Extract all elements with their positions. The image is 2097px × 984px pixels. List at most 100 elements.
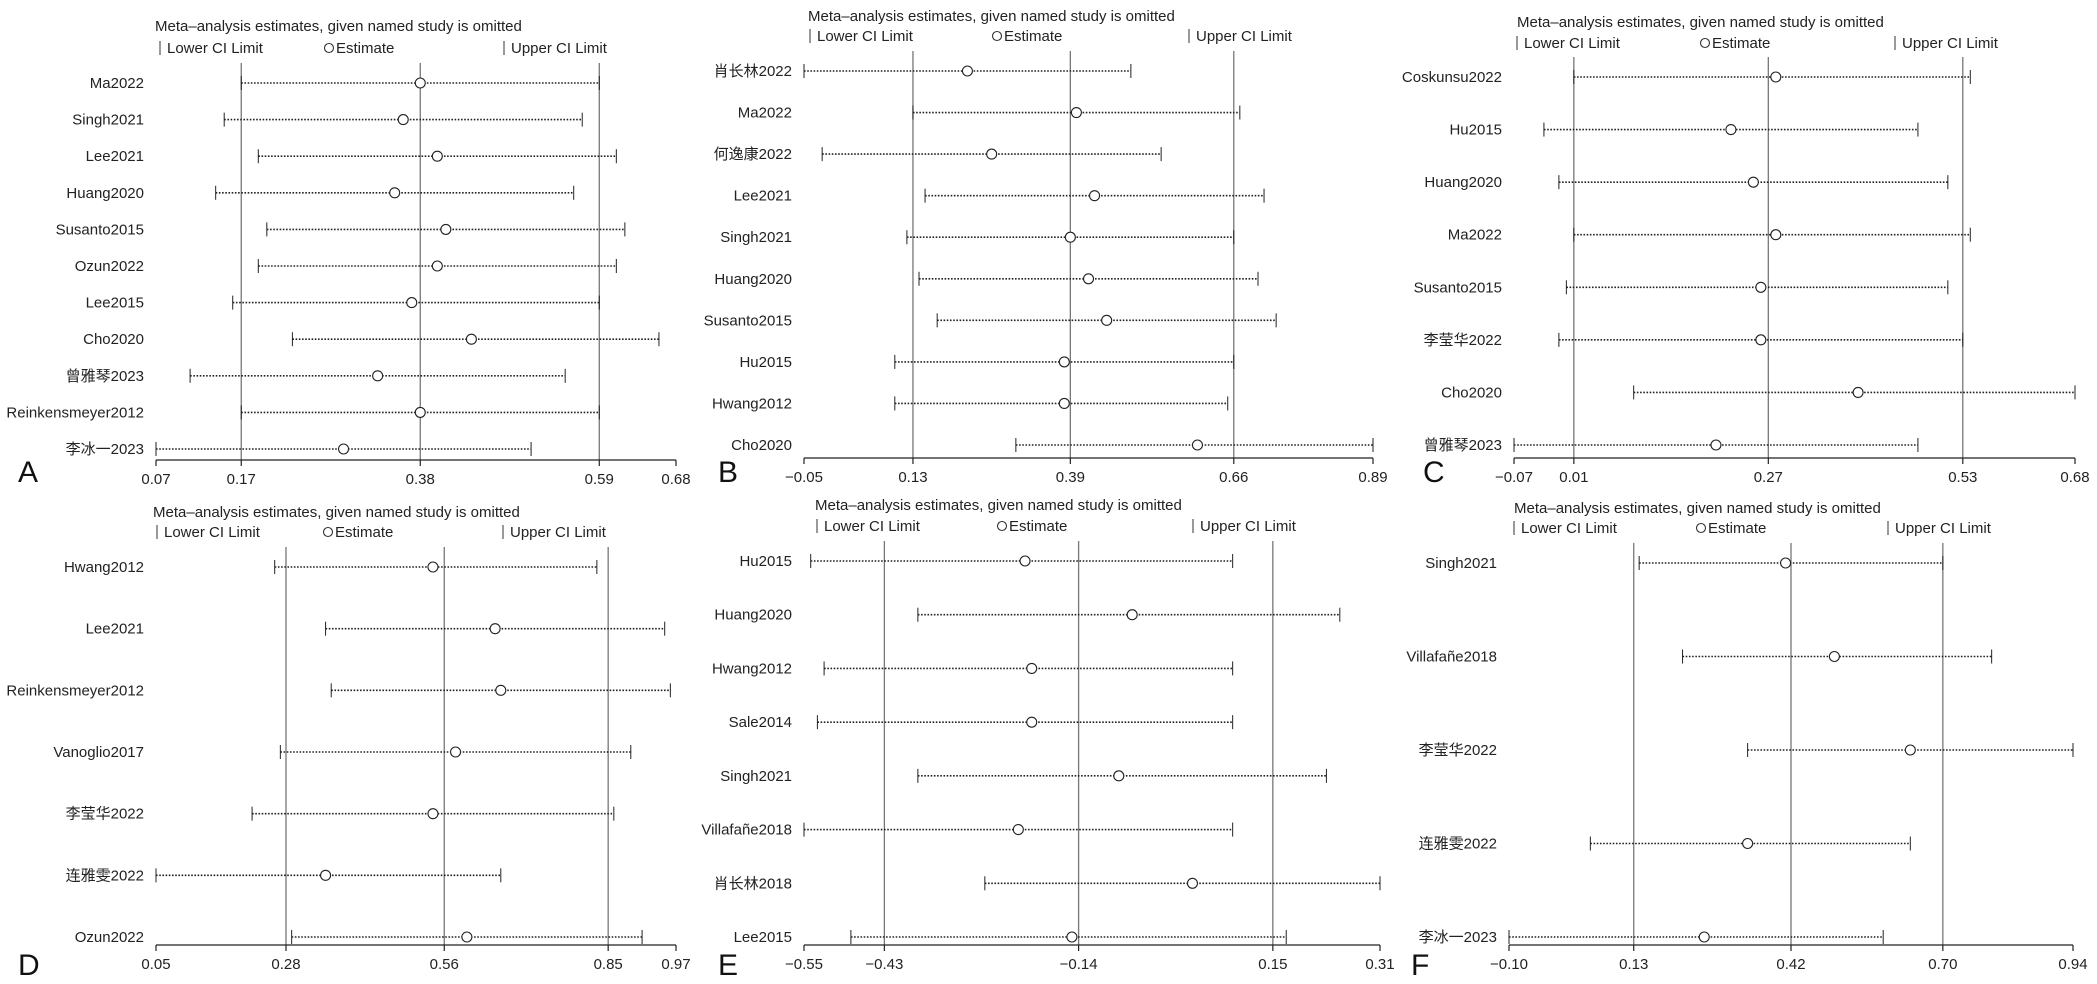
legend-estimate: Estimate [991,28,1062,45]
x-tick-label: 0.17 [227,471,256,488]
study-row: Huang2020 [714,607,1341,624]
study-row: Reinkensmeyer2012 [6,404,600,421]
legend-estimate-marker [1699,37,1711,49]
estimate-marker [495,684,507,696]
study-name: 李莹华2022 [1419,742,1497,759]
panel-letter: B [718,456,738,489]
legend-estimate-marker [322,526,334,538]
study-name: Lee2015 [86,295,144,312]
study-row: Hwang2012 [712,660,1234,677]
panel-title: Meta–analysis estimates, given named stu… [153,504,520,521]
study-row: 何逸康2022 [714,146,1162,163]
estimate-marker [1904,744,1916,756]
legend-label: Lower CI Limit [1524,35,1621,52]
study-row: Hwang2012 [64,559,598,576]
study-row: Susanto2015 [56,221,626,238]
legend-lower-ci: Lower CI Limit [156,524,261,541]
study-name: Huang2020 [714,607,792,624]
legend-estimate: Estimate [323,40,394,57]
legend-estimate-marker [996,520,1008,532]
x-tick-label: 0.70 [1928,956,1957,973]
estimate-marker [1066,931,1078,943]
estimate-marker [465,333,477,345]
legend-estimate-marker [991,30,1003,42]
legend-label: Upper CI Limit [510,524,607,541]
x-tick-label: 0.59 [585,471,614,488]
x-tick-label: 0.85 [594,956,623,973]
study-name: Lee2021 [86,148,144,165]
x-tick-label: 0.05 [141,956,170,973]
study-name: Lee2021 [734,188,792,205]
legend-lower-ci: Lower CI Limit [1516,35,1621,52]
estimate-marker [406,297,418,309]
study-name: Cho2020 [1441,384,1502,401]
study-name: Singh2021 [72,112,144,129]
panel-d: Meta–analysis estimates, given named stu… [6,504,690,982]
study-row: Singh2021 [1425,555,1944,572]
study-name: 曾雅琴2023 [66,368,144,385]
x-tick-label: 0.31 [1365,956,1394,973]
study-name: Lee2015 [734,929,792,946]
study-row: 连雅雯2022 [1419,836,1911,853]
estimate-marker [1082,273,1095,285]
legend-estimate-marker [1695,522,1707,534]
study-name: 肖长林2018 [714,875,792,892]
estimate-marker [1089,190,1101,202]
estimate-marker [397,114,409,126]
study-row: 肖长林2022 [714,63,1132,80]
legend-upper-ci: Upper CI Limit [1192,518,1297,535]
panel-c: Meta–analysis estimates, given named stu… [1402,14,2090,489]
panel-b: Meta–analysis estimates, given named stu… [704,8,1388,489]
legend-label: Upper CI Limit [1200,518,1297,535]
study-row: Lee2015 [734,929,1287,946]
study-row: Huang2020 [66,185,575,202]
legend-lower-ci: Lower CI Limit [809,28,914,45]
panel-e: Meta–analysis estimates, given named stu… [701,497,1394,982]
x-tick-label: 0.68 [2060,469,2089,486]
x-tick-label: 0.27 [1754,469,1783,486]
study-name: 李莹华2022 [66,806,144,823]
x-tick-label: −0.07 [1495,469,1533,486]
study-name: Hwang2012 [712,395,792,412]
estimate-marker [389,187,401,199]
study-row: Cho2020 [1441,384,2076,401]
study-row: 李莹华2022 [1419,742,2074,759]
study-name: Huang2020 [714,271,792,288]
study-row: Singh2021 [72,112,583,129]
panel-letter: E [718,949,738,982]
study-name: Villafañe2018 [1406,649,1497,666]
study-row: Huang2020 [1424,174,1949,191]
estimate-marker [1113,770,1125,782]
estimate-marker [440,223,452,235]
study-row: Cho2020 [83,331,660,348]
legend-label: Lower CI Limit [824,518,921,535]
legend-label: Estimate [1004,28,1062,45]
study-row: Susanto2015 [1414,279,1949,296]
study-name: 李冰一2023 [66,441,144,458]
x-tick-label: 0.15 [1258,956,1287,973]
estimate-marker [986,148,998,160]
study-name: Reinkensmeyer2012 [6,682,144,699]
x-tick-label: 0.89 [1358,469,1387,486]
legend-lower-ci: Lower CI Limit [816,518,921,535]
estimate-marker [1058,356,1070,368]
study-name: Hwang2012 [64,559,144,576]
legend-label: Upper CI Limit [1895,520,1992,537]
study-row: Lee2021 [86,621,666,638]
study-row: Vanoglio2017 [53,744,632,761]
x-tick-label: 0.42 [1776,956,1805,973]
x-tick-label: 0.07 [141,471,170,488]
study-name: Hu2015 [739,354,792,371]
estimate-marker [1725,124,1737,136]
legend-upper-ci: Upper CI Limit [1887,520,1992,537]
estimate-marker [372,370,384,382]
study-name: Susanto2015 [1414,279,1502,296]
study-name: Reinkensmeyer2012 [6,404,144,421]
study-row: 李冰一2023 [1419,929,1884,946]
study-name: 李莹华2022 [1424,332,1502,349]
panel-title: Meta–analysis estimates, given named stu… [808,8,1175,25]
estimate-marker [1101,314,1113,326]
study-name: 何逸康2022 [714,146,792,163]
legend-lower-ci: Lower CI Limit [1513,520,1618,537]
estimate-marker [1755,281,1767,293]
